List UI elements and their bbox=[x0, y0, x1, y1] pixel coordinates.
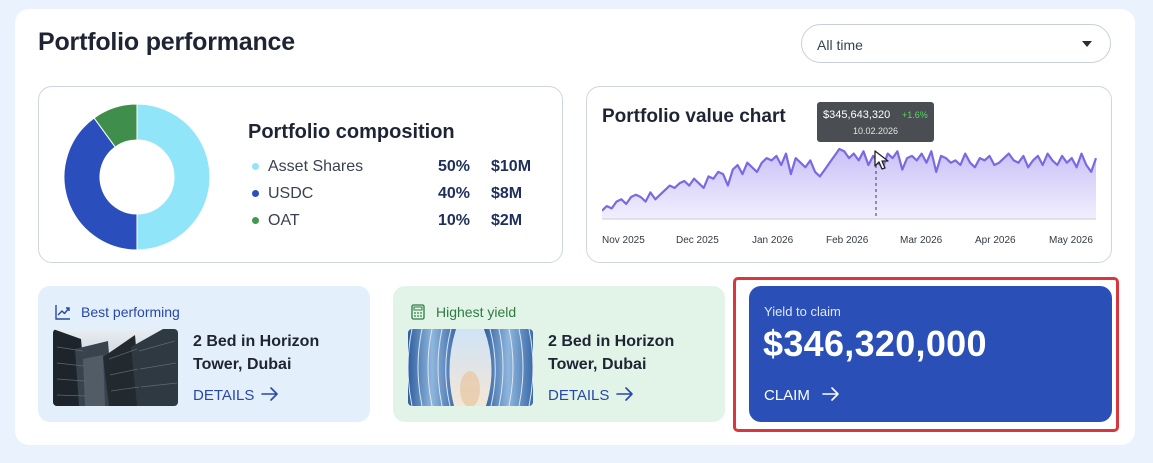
legend-percent: 50% bbox=[438, 158, 471, 175]
legend-name: USDC bbox=[268, 185, 314, 202]
legend-row-asset-shares: Asset Shares 50% $10M bbox=[252, 157, 552, 177]
cursor-pointer-icon bbox=[874, 150, 889, 170]
chart-tooltip: $345,643,320 +1.6% 10.02.2026 bbox=[817, 102, 934, 142]
best-performing-card: Best performing 2 Bed in Horizon Tower, … bbox=[38, 286, 370, 422]
legend-amount: $10M bbox=[491, 158, 532, 175]
legend-percent: 40% bbox=[438, 185, 471, 202]
x-tick-label: Feb 2026 bbox=[826, 235, 869, 246]
claim-label: CLAIM bbox=[764, 387, 810, 404]
donut-slice-usdc[interactable] bbox=[63, 117, 138, 251]
caret-down-icon bbox=[1082, 41, 1092, 47]
time-range-select[interactable]: All time bbox=[801, 24, 1111, 63]
legend-amount: $8M bbox=[491, 185, 523, 202]
highest-yield-card: Highest yield 2 Bed in Horizon Tower, Du… bbox=[393, 286, 725, 422]
donut-slice-asset-shares[interactable] bbox=[136, 103, 211, 251]
composition-donut bbox=[63, 103, 211, 251]
highest-yield-header: Highest yield bbox=[410, 303, 690, 321]
tooltip-change: +1.6% bbox=[902, 110, 928, 120]
legend-dot-oat bbox=[252, 217, 259, 224]
highest-yield-label: Highest yield bbox=[436, 304, 517, 320]
arrow-right-icon bbox=[261, 387, 278, 401]
x-tick-label: Nov 2025 bbox=[602, 235, 645, 246]
best-performing-header: Best performing bbox=[55, 303, 335, 321]
tooltip-date: 10.02.2026 bbox=[852, 126, 899, 136]
x-tick-label: May 2026 bbox=[1049, 235, 1093, 246]
yield-label: Yield to claim bbox=[764, 304, 841, 319]
details-link[interactable]: DETAILS bbox=[548, 385, 668, 405]
portfolio-value-area-chart[interactable] bbox=[602, 145, 1102, 225]
legend-percent: 10% bbox=[438, 212, 471, 229]
composition-title: Portfolio composition bbox=[248, 121, 455, 143]
yield-to-claim-card: Yield to claim $346,320,000 CLAIM bbox=[749, 286, 1112, 422]
legend-row-oat: OAT 10% $2M bbox=[252, 211, 552, 231]
trending-up-icon bbox=[55, 305, 70, 320]
x-tick-label: Dec 2025 bbox=[676, 235, 719, 246]
chart-series-line bbox=[602, 147, 1098, 212]
property-name: 2 Bed in Horizon Tower, Dubai bbox=[548, 333, 675, 373]
arrow-right-icon bbox=[822, 387, 839, 401]
portfolio-value-chart-card: Portfolio value chart $345,643,320 +1.6%… bbox=[586, 86, 1112, 263]
calculator-icon bbox=[411, 304, 425, 320]
property-image[interactable] bbox=[408, 329, 533, 406]
property-image[interactable] bbox=[53, 329, 178, 406]
best-performing-label: Best performing bbox=[81, 304, 180, 320]
property-name: 2 Bed in Horizon Tower, Dubai bbox=[193, 333, 320, 373]
page-title: Portfolio performance bbox=[38, 28, 295, 56]
details-label: DETAILS bbox=[548, 387, 610, 404]
legend-dot-asset-shares bbox=[252, 163, 259, 170]
legend-amount: $2M bbox=[491, 212, 523, 229]
legend-dot-usdc bbox=[252, 190, 259, 197]
x-tick-label: Jan 2026 bbox=[752, 235, 794, 246]
details-link[interactable]: DETAILS bbox=[193, 385, 313, 405]
chart-title: Portfolio value chart bbox=[602, 106, 786, 127]
claim-button[interactable]: CLAIM bbox=[764, 385, 864, 405]
portfolio-composition-card: Portfolio composition Asset Shares 50% $… bbox=[38, 86, 563, 263]
legend-row-usdc: USDC 40% $8M bbox=[252, 184, 552, 204]
legend-name: Asset Shares bbox=[268, 158, 364, 175]
x-tick-label: Apr 2026 bbox=[975, 235, 1016, 246]
highlight-frame bbox=[733, 277, 1119, 432]
legend-name: OAT bbox=[268, 212, 300, 229]
time-range-value: All time bbox=[817, 37, 863, 53]
donut-slice-oat[interactable] bbox=[93, 103, 138, 148]
x-tick-label: Mar 2026 bbox=[900, 235, 943, 246]
arrow-right-icon bbox=[616, 387, 633, 401]
tooltip-value: $345,643,320 bbox=[823, 109, 891, 121]
yield-value: $346,320,000 bbox=[763, 323, 987, 364]
details-label: DETAILS bbox=[193, 387, 255, 404]
